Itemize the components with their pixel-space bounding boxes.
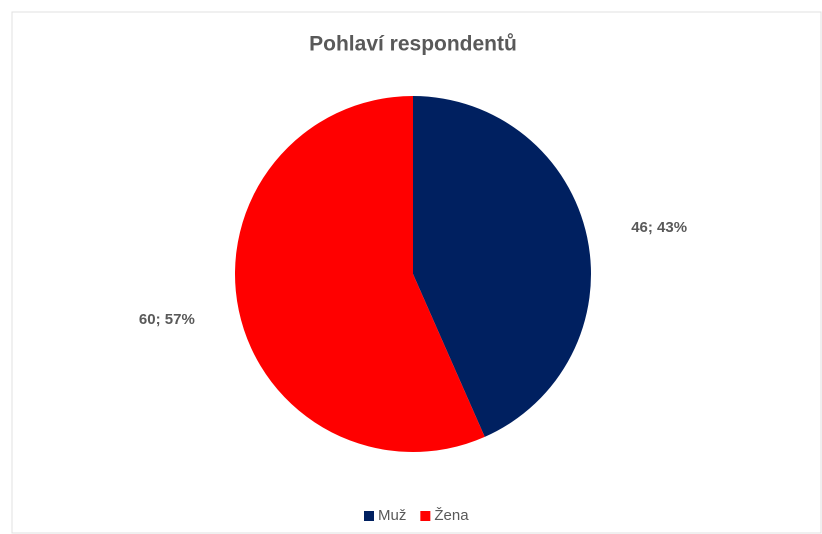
legend-swatch (420, 511, 431, 521)
data-label: 46; 43% (631, 219, 687, 236)
legend-swatch (364, 511, 374, 521)
legend-label: Žena (434, 507, 469, 524)
legend-label: Muž (378, 507, 406, 524)
chart-title: Pohlaví respondentů (309, 33, 517, 56)
pie-slice (413, 96, 592, 437)
data-label: 60; 57% (139, 311, 195, 328)
pie-slice (235, 96, 485, 452)
